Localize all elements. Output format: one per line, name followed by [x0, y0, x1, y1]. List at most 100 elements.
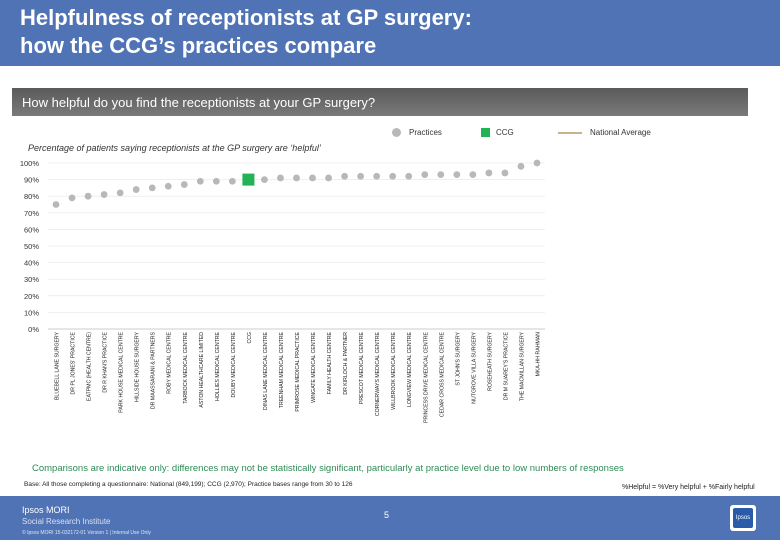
practice-marker: [341, 172, 348, 180]
x-tick-label: CCG: [247, 332, 253, 344]
practice-marker: [309, 174, 316, 182]
legend-practices-label: Practices: [409, 128, 442, 137]
practice-marker: [164, 182, 172, 190]
x-tick-label: WINGATE MEDICAL CENTRE: [311, 331, 317, 402]
y-tick-label: 0%: [28, 325, 39, 334]
x-tick-label: FAMILY HEALTH CENTRE: [327, 331, 333, 394]
x-tick-label: BLUEBELL LANE SURGERY: [55, 331, 61, 400]
x-tick-label: MKA-HH RAHMAN: [535, 332, 541, 377]
title-line-2: how the CCG’s practices compare: [20, 33, 377, 58]
practice-marker: [293, 174, 300, 182]
practice-marker: [277, 174, 284, 182]
x-tick-label: ROSEHEATH SURGERY: [487, 331, 493, 390]
legend-national: National Average: [558, 128, 651, 137]
practice-marker: [196, 177, 204, 185]
brand-subtitle: Social Research Institute: [22, 517, 111, 526]
y-tick-label: 70%: [24, 209, 39, 218]
practice-marker: [212, 177, 220, 185]
x-tick-label: DR M SUAREY'S PRACTICE: [503, 331, 509, 400]
header-band: [0, 0, 780, 66]
practice-marker: [116, 189, 124, 197]
y-tick-label: 10%: [24, 308, 39, 317]
practice-marker: [405, 172, 413, 180]
practice-marker: [132, 186, 140, 193]
ipsos-logo-icon: Ipsos: [730, 505, 756, 531]
x-tick-label: LONGVIEW MEDICAL CENTRE: [407, 331, 413, 407]
x-tick-label: ASTON HEALTHCARE LIMITED: [199, 332, 205, 408]
x-tick-label: ST JOHN'S SURGERY: [455, 331, 461, 385]
brand-name: Ipsos MORI: [22, 505, 70, 515]
practice-marker: [485, 169, 493, 177]
y-tick-label: 60%: [24, 225, 39, 234]
x-tick-label: EATPMC (HEALTH CENTRE): [87, 332, 93, 401]
footer-band: [0, 496, 780, 540]
x-tick-label: TARBOCK MEDICAL CENTRE: [183, 331, 189, 403]
practice-marker: [533, 159, 541, 167]
x-tick-label: ROBY MEDICAL CENTRE: [167, 331, 173, 393]
x-tick-label: DR MAASSARANI & PARTNERS: [151, 331, 157, 409]
practice-marker: [180, 181, 188, 188]
practice-marker-icon: [392, 128, 401, 138]
practice-marker: [517, 162, 525, 170]
practice-marker: [325, 174, 332, 182]
helpful-definition: %Helpful = %Very helpful + %Fairly helpf…: [622, 484, 755, 491]
x-tick-label: THE MACMILLAN SURGERY: [519, 331, 525, 401]
y-tick-label: 20%: [24, 292, 39, 301]
comparison-note: Comparisons are indicative only: differe…: [32, 463, 624, 474]
practice-marker: [228, 177, 236, 185]
x-tick-label: CORNERWAYS MEDICAL CENTRE: [375, 331, 381, 416]
x-tick-label: PRINCESS DRIVE MEDICAL CENTRE: [423, 331, 429, 422]
practice-marker: [357, 172, 365, 180]
scatter-chart: 0% 10% 20% 30% 40% 50% 60% 70% 80% 90% 100% BLUEBEL…: [20, 159, 545, 423]
x-tick-label: DR KIRLOCH & PARTNER: [343, 332, 349, 395]
page-number: 5: [384, 510, 390, 520]
x-tick-label: HILLSIDE HOUSE SURGERY: [135, 331, 141, 401]
logo-text: Ipsos: [733, 508, 753, 528]
x-tick-label: CEDAR CROSS MEDICAL CENTRE: [439, 331, 445, 417]
ccg-marker-icon: [481, 128, 490, 138]
x-tick-label: PARK HOUSE MEDICAL CENTRE: [119, 331, 125, 412]
practice-marker: [261, 176, 268, 183]
x-tick-label: DINAS LANE MEDICAL CENTRE: [263, 331, 269, 409]
chart-subtitle: Percentage of patients saying receptioni…: [28, 143, 321, 153]
practice-marker: [389, 172, 397, 180]
legend-national-label: National Average: [590, 128, 651, 137]
x-tick-label: PRIMROSE MEDICAL PRACTICE: [295, 331, 301, 411]
y-tick-label: 30%: [24, 275, 39, 284]
practice-marker: [68, 194, 76, 202]
x-tick-label: TREENHAM MEDICAL CENTRE: [279, 331, 285, 408]
base-note: Base: All those completing a questionnai…: [24, 481, 353, 488]
x-tick-label: NUTGROVE VILLA SURGERY: [471, 331, 477, 403]
y-tick-label: 90%: [24, 176, 39, 185]
y-tick-label: 100%: [20, 159, 40, 168]
x-tick-label: DR R KHAN'S PRACTICE: [103, 331, 109, 392]
y-tick-label: 40%: [24, 259, 39, 268]
footer-reference: © Ipsos MORI 15-032172-01 Version 1 | In…: [22, 530, 151, 536]
x-tick-label: PRESCOT MEDICAL CENTRE: [359, 331, 365, 404]
practice-marker: [421, 171, 429, 179]
practice-marker: [437, 171, 445, 179]
legend-ccg-label: CCG: [496, 128, 514, 137]
x-tick-label: DOUBY MEDICAL CENTRE: [231, 331, 237, 397]
legend-ccg: CCG: [481, 128, 514, 138]
x-tick-label: WILLBROOK MEDICAL CENTRE: [391, 331, 397, 409]
practice-marker: [84, 192, 92, 200]
practice-marker: [100, 191, 108, 198]
title-line-1: Helpfulness of receptionists at GP surge…: [20, 5, 472, 30]
practice-marker: [148, 184, 156, 192]
y-tick-label: 50%: [24, 242, 39, 251]
question-text: How helpful do you find the receptionist…: [22, 95, 376, 110]
legend-practices: Practices: [392, 128, 442, 138]
practice-marker: [52, 201, 60, 208]
ccg-marker: [242, 173, 255, 186]
practice-marker: [373, 172, 381, 180]
x-tick-label: DR PL JONES' PRACTICE: [71, 331, 77, 394]
national-line-icon: [558, 131, 582, 134]
y-tick-label: 80%: [24, 192, 39, 201]
x-tick-label: HOLLIES MEDICAL CENTRE: [215, 331, 221, 401]
practice-marker: [501, 169, 509, 177]
practice-marker: [469, 171, 477, 179]
question-bar: [12, 88, 748, 116]
page-title: Helpfulness of receptionists at GP surge…: [20, 4, 472, 60]
practice-marker: [453, 171, 461, 179]
